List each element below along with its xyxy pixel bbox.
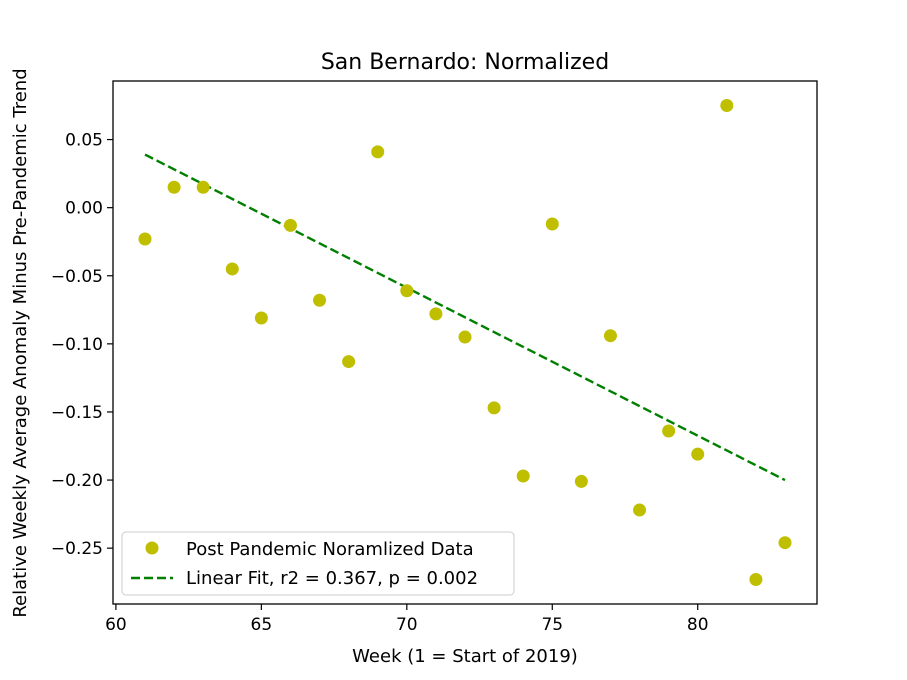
legend-label-fit: Linear Fit, r2 = 0.367, p = 0.002 (186, 568, 478, 589)
data-point (429, 307, 443, 321)
data-point (313, 293, 327, 307)
y-tick-label: −0.05 (51, 267, 103, 287)
data-point (603, 329, 617, 343)
data-point (283, 218, 297, 232)
data-point (400, 284, 414, 298)
data-point (720, 99, 734, 113)
data-point (662, 424, 676, 438)
x-tick-label: 80 (687, 615, 709, 635)
data-point (633, 503, 647, 517)
legend-label-points: Post Pandemic Noramlized Data (186, 539, 474, 560)
data-point (516, 469, 530, 483)
data-point (342, 355, 356, 369)
plot-frame (112, 80, 818, 605)
chart-title: San Bernardo: Normalized (321, 50, 609, 75)
legend: Post Pandemic Noramlized Data Linear Fit… (121, 531, 515, 596)
legend-box (121, 531, 515, 596)
data-point (371, 145, 385, 159)
data-point (254, 311, 268, 325)
y-tick-label: 0.05 (65, 131, 103, 151)
data-point (778, 536, 792, 550)
y-tick-label: −0.25 (51, 539, 103, 559)
data-point (574, 474, 588, 488)
data-point (749, 572, 763, 586)
fit-layer (144, 153, 786, 482)
y-tick-label: 0.00 (65, 199, 103, 219)
data-point (138, 232, 152, 246)
x-axis-label: Week (1 = Start of 2019) (352, 646, 578, 667)
data-point (196, 180, 210, 194)
y-tick-label: −0.15 (51, 403, 103, 423)
plot-area (112, 80, 818, 605)
x-tick-label: 65 (251, 615, 273, 635)
data-point (225, 262, 239, 276)
y-tick-label: −0.20 (51, 471, 103, 491)
data-point (458, 330, 472, 344)
y-axis-label: Relative Weekly Average Anomaly Minus Pr… (10, 68, 31, 617)
y-tick-label: −0.10 (51, 335, 103, 355)
data-point (167, 180, 181, 194)
x-axis: 60 65 70 75 80 (105, 604, 709, 635)
data-point (691, 447, 705, 461)
data-point (545, 217, 559, 231)
x-tick-label: 70 (396, 615, 418, 635)
data-point (487, 401, 501, 415)
points-layer (138, 99, 792, 586)
fit-line (144, 153, 786, 482)
x-tick-label: 60 (105, 615, 127, 635)
y-axis: 0.05 0.00 −0.05 −0.10 −0.15 −0.20 −0.25 (51, 131, 113, 559)
legend-marker-points (145, 541, 159, 555)
x-tick-label: 75 (541, 615, 563, 635)
